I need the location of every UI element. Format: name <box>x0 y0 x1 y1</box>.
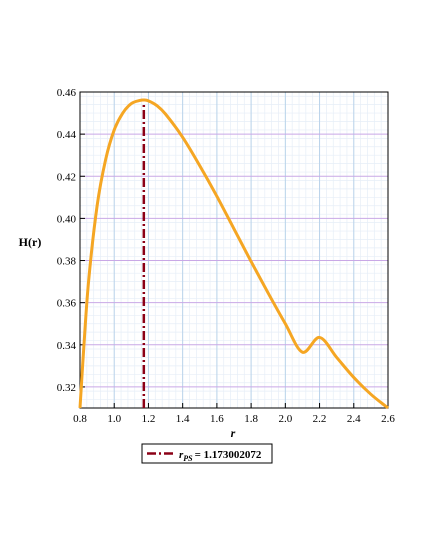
plot-frame <box>79 91 389 409</box>
grid-major <box>79 91 389 408</box>
series-curve <box>78 98 389 410</box>
x-tick-label: 2.0 <box>278 413 292 425</box>
y-tick-label: 0.42 <box>57 171 76 183</box>
legend-value: = 1.173002072 <box>195 449 262 461</box>
y-tick-labels: 0.32 0.34 0.36 0.38 0.40 0.42 0.44 0.46 <box>57 87 77 394</box>
x-tick-label: 1.8 <box>244 413 258 425</box>
y-tick-label: 0.44 <box>57 129 77 141</box>
x-tick-labels: 0.8 1.0 1.2 1.4 1.6 1.8 2.0 2.2 2.4 2.6 <box>73 413 395 425</box>
y-tick-label: 0.32 <box>57 382 76 394</box>
y-tick-label: 0.34 <box>57 340 77 352</box>
x-tick-label: 0.8 <box>73 413 87 425</box>
y-tick-label: 0.36 <box>57 298 77 310</box>
y-axis-label: H(r) <box>19 235 42 249</box>
axis-ticks <box>79 91 389 408</box>
legend-subscript: PS <box>183 454 193 463</box>
y-tick-label: 0.40 <box>57 213 77 225</box>
x-tick-label: 1.2 <box>142 413 156 425</box>
y-tick-label: 0.46 <box>57 87 77 99</box>
legend-box <box>141 443 273 464</box>
grid-minor <box>79 92 389 409</box>
x-tick-label: 1.4 <box>176 413 190 425</box>
y-tick-label: 0.38 <box>57 256 77 268</box>
x-tick-label: 1.0 <box>107 413 121 425</box>
x-tick-label: 2.2 <box>313 413 327 425</box>
x-axis-label: r <box>231 426 236 440</box>
x-tick-label: 1.6 <box>210 413 224 425</box>
legend: rPS = 1.173002072 <box>141 443 273 464</box>
legend-label: rPS = 1.173002072 <box>179 449 262 463</box>
legend-symbol: r <box>179 449 184 461</box>
x-tick-label: 2.4 <box>347 413 361 425</box>
x-tick-label: 2.6 <box>381 413 395 425</box>
